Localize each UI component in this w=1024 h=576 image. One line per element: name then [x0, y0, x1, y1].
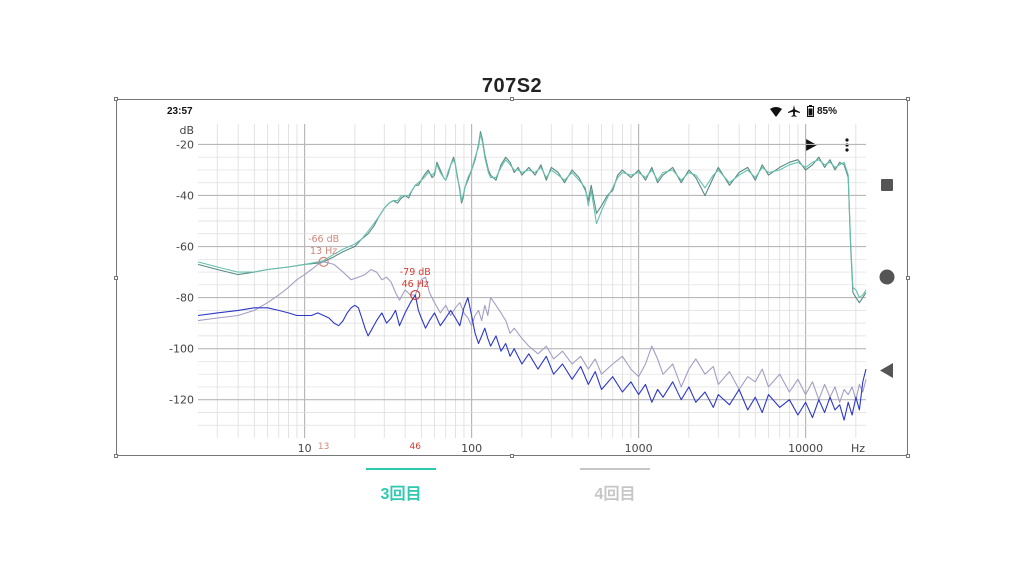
frame-handle	[114, 97, 118, 101]
y-tick-label: -100	[169, 343, 194, 356]
series-line	[197, 131, 867, 304]
page-title: 707S2	[481, 75, 543, 97]
series-line	[197, 294, 867, 421]
frame-handle	[114, 454, 118, 458]
x-tick-label: 100	[461, 442, 482, 455]
status-time: 23:57	[167, 106, 193, 117]
y-tick-label: -20	[176, 138, 194, 151]
y-tick-label: -120	[169, 394, 194, 407]
chart-series-group	[197, 131, 867, 421]
peak-axis-label: 46	[410, 442, 422, 452]
tab-3[interactable]: 3回目	[366, 468, 436, 504]
frame-handle	[906, 454, 910, 458]
peak-db-label: -79 dB	[400, 267, 431, 278]
airplane-icon	[788, 105, 800, 117]
series-line	[197, 133, 867, 299]
peak-marker	[410, 289, 421, 301]
peak-axis-label: 13	[318, 442, 329, 452]
tab-indicator	[580, 468, 650, 470]
frame-handle	[510, 454, 514, 458]
tab-4[interactable]: 4回目	[580, 468, 650, 504]
frame-handle	[906, 97, 910, 101]
x-tick-label: 10	[298, 442, 312, 455]
y-tick-label: -60	[176, 241, 194, 254]
peak-db-label: -66 dB	[308, 234, 339, 245]
tab-indicator	[366, 468, 436, 470]
peak-hz-label: 46 Hz	[402, 279, 429, 290]
battery-percent: 85%	[817, 106, 838, 117]
tab-label: 4回目	[594, 486, 636, 503]
wifi-icon	[770, 107, 782, 117]
series-line	[197, 261, 867, 403]
peak-marker	[318, 256, 329, 267]
home-icon[interactable]	[879, 269, 895, 285]
play-icon[interactable]	[806, 139, 817, 151]
recent-apps-icon[interactable]	[880, 178, 894, 192]
chart-axis-labels: -20 -40 -60 -80 -100 -120 dB 10 100 1000 10000 Hz	[169, 124, 865, 455]
y-tick-label: -80	[176, 292, 194, 305]
y-tick-label: -40	[176, 189, 194, 202]
tab-label: 3回目	[380, 486, 422, 503]
battery-icon	[807, 105, 814, 117]
x-tick-label: 1000	[625, 442, 653, 455]
peak-hz-label: 13 Hz	[310, 246, 337, 257]
x-tick-label: 10000	[788, 442, 823, 455]
x-axis-label: Hz	[851, 442, 865, 455]
frame-handle	[906, 276, 910, 280]
y-axis-label: dB	[179, 124, 194, 137]
frame-handle	[510, 97, 514, 101]
frame-handle	[114, 276, 118, 280]
back-icon[interactable]	[880, 363, 894, 378]
chart-grid	[198, 124, 866, 438]
